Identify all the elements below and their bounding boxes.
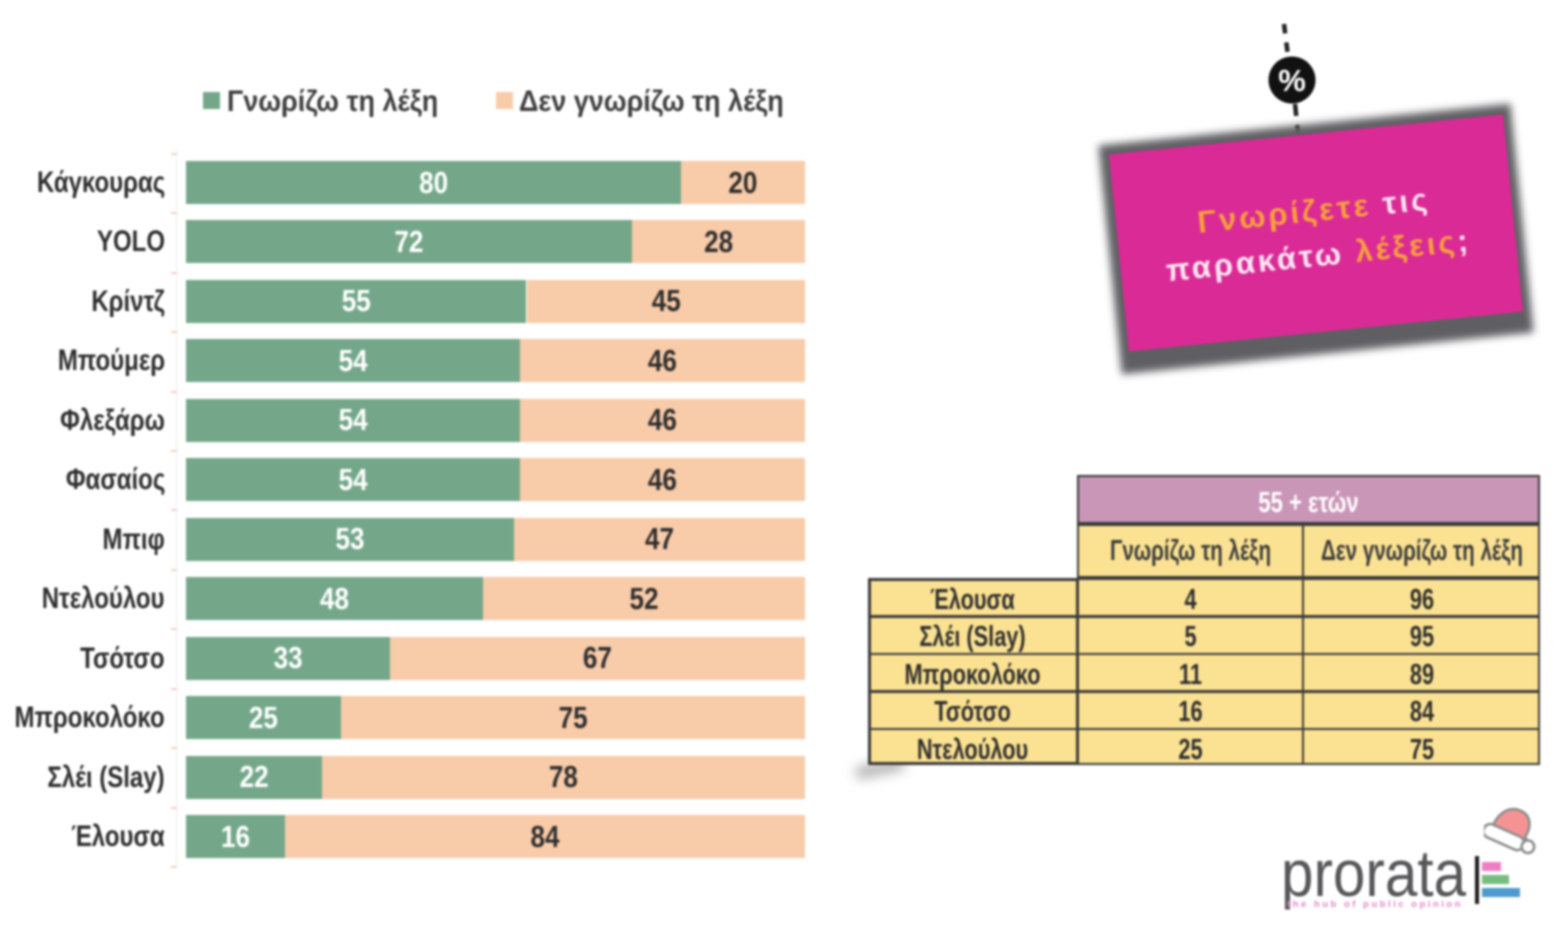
- svg-text:%: %: [1278, 63, 1306, 98]
